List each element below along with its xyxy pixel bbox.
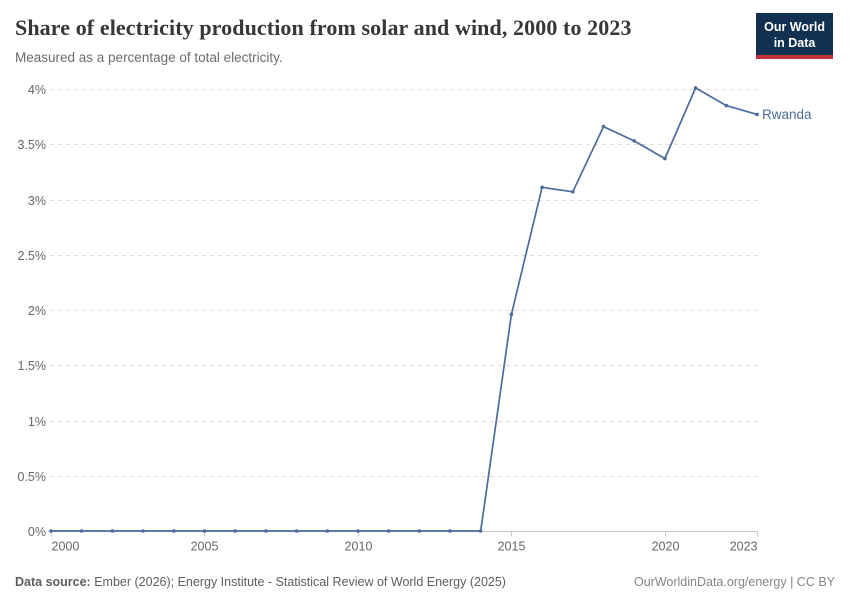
y-axis-tick-label: 3% [28,194,46,208]
data-point[interactable] [509,312,514,317]
series-line[interactable] [50,87,758,532]
data-point[interactable] [49,529,53,533]
data-point[interactable] [110,529,115,533]
owid-logo-line1: Our World [764,20,825,34]
data-point[interactable] [478,529,483,533]
y-axis-tick-label: 2% [28,304,46,318]
data-point[interactable] [294,529,299,533]
data-point[interactable] [632,139,636,143]
chart-footer: Data source: Ember (2026); Energy Instit… [15,575,835,589]
x-axis-tick-label: 2020 [652,540,680,554]
x-axis-tick-label: 2023 [730,540,758,554]
y-axis-tick-label: 0.5% [18,470,47,484]
x-axis-tick-label: 2010 [345,540,373,554]
data-source-note: Data source: Ember (2026); Energy Instit… [15,575,506,589]
y-axis-tick-label: 1% [28,415,46,429]
y-axis-tick-label: 3.5% [18,138,47,152]
data-point[interactable] [202,529,207,533]
data-point[interactable] [663,156,667,161]
x-axis-tick-label: 2005 [191,540,219,554]
data-point[interactable] [386,529,391,533]
y-axis-tick-label: 4% [28,83,46,97]
credit-link[interactable]: OurWorldinData.org/energy | CC BY [633,575,835,589]
data-point[interactable] [601,124,606,129]
data-point[interactable] [540,185,544,190]
entity-label[interactable]: Rwanda [762,107,812,122]
owid-logo-line2: in Data [773,36,816,50]
data-point[interactable] [264,529,268,533]
chart-subtitle: Measured as a percentage of total electr… [15,50,283,65]
chart-title: Share of electricity production from sol… [15,15,632,40]
y-axis-tick-label: 0% [28,525,46,539]
data-point[interactable] [571,190,575,194]
data-point[interactable] [724,103,729,108]
x-axis-tick-label: 2015 [498,540,526,554]
data-source-label: Data source: [15,575,91,589]
data-point[interactable] [356,529,360,533]
data-point[interactable] [417,529,422,533]
data-point[interactable] [79,529,84,533]
data-point[interactable] [325,529,330,533]
data-point[interactable] [693,86,698,90]
x-axis-tick-label: 2000 [52,540,80,554]
y-axis-tick-label: 2.5% [18,249,47,263]
data-source-text: Ember (2026); Energy Institute - Statist… [94,575,506,589]
data-point[interactable] [755,112,759,117]
data-point[interactable] [448,529,452,533]
y-axis-tick-label: 1.5% [18,359,47,373]
data-point[interactable] [141,529,145,533]
owid-logo[interactable]: Our World in Data [756,13,833,59]
data-point[interactable] [233,529,237,533]
data-point[interactable] [172,529,176,533]
